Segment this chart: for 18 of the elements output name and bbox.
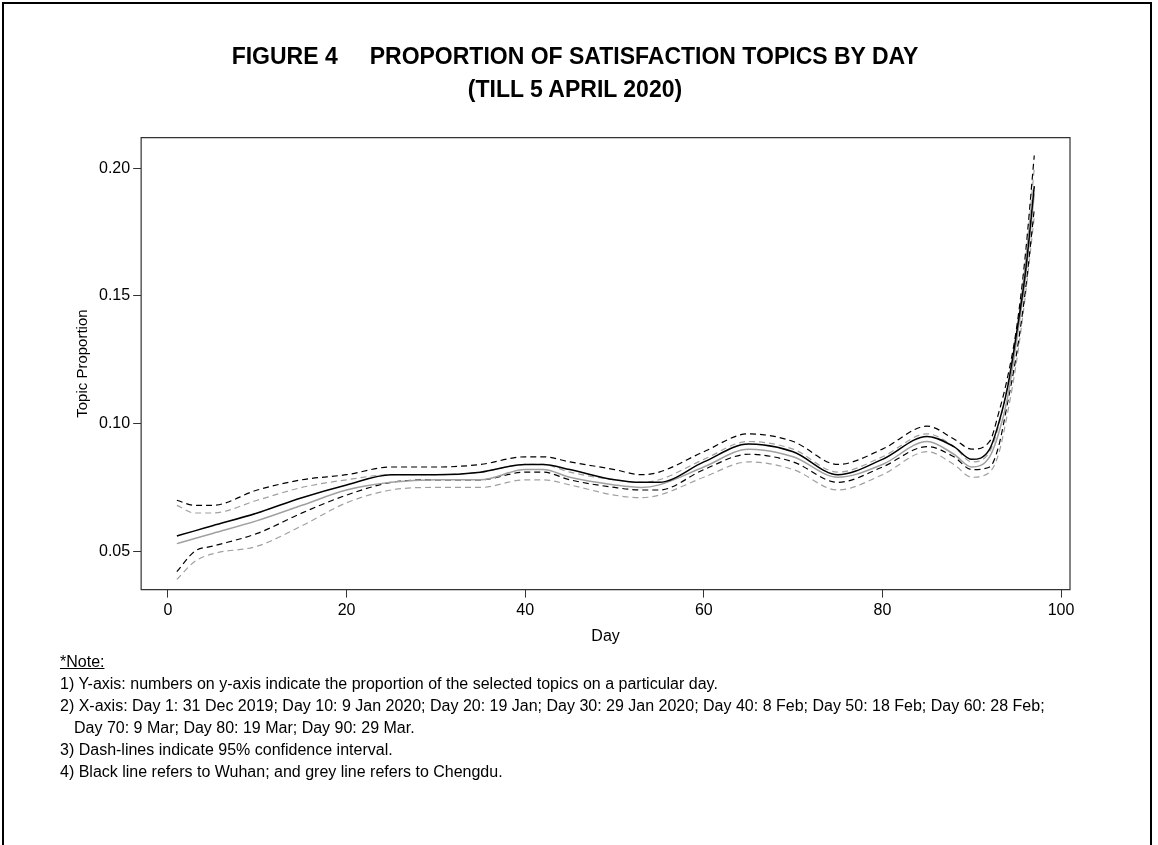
text: 4) Black line refers to Wuhan; and grey line refers to Chengdu. [60,762,504,782]
x-axis-title: Day [591,626,620,644]
text: 3) Dash-lines indicate 95% confidence interval. [60,740,394,760]
x-tick-label: 40 [516,600,535,618]
y-tick-label: 0.10 [99,414,131,432]
chart-title: FIGURE 4 PROPORTION OF SATISFACTION TOPICS BY DAY (TILL 5 APRIL 2020) [230,42,920,104]
text: 2) X-axis: Day 1: 31 Dec 2019; Day 10: 9 Jan 2020; Day 20: 19 Jan; Day 30: 29 Jan 2020; Day 40: 8 Feb; Day 50: 18 Feb; Day 60: 28 Feb; Day 70: 9 Mar; Day 80: 19 Mar; Day 90: 29 Mar. [60,696,1046,738]
y-tick-label: 0.05 [99,541,131,559]
x-tick-label: 60 [694,600,713,618]
y-tick-label: 0.15 [99,286,131,304]
text: *Note: [60,652,106,672]
x-tick-label: 0 [163,600,173,618]
y-tick-label: 0.20 [99,158,131,176]
x-tick-label: 20 [337,600,356,618]
text: 1) Y-axis: numbers on y-axis indicate the proportion of the selected topics on a particular day. [60,674,719,694]
x-tick-label: 100 [1047,600,1075,618]
y-axis-title: Topic Proportion [73,309,91,418]
x-tick-label: 80 [873,600,892,618]
